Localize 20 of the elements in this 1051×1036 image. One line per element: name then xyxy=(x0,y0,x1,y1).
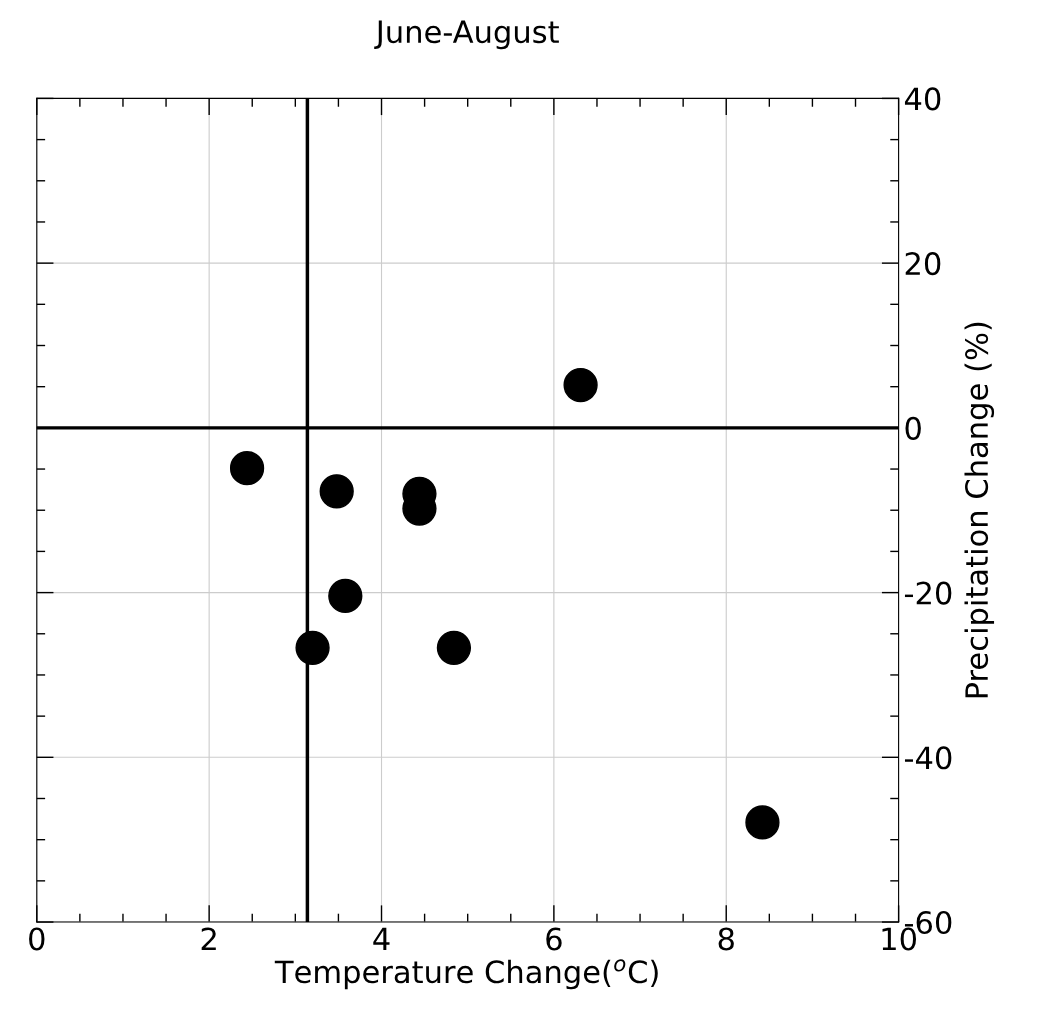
y-tick-label: 20 xyxy=(905,252,941,276)
point xyxy=(328,578,363,614)
x-tick-label: 4 xyxy=(373,927,390,951)
y-tick-label: -40 xyxy=(904,746,952,770)
chart-title: June-August xyxy=(374,20,559,50)
x-axis-title: Temperature Change($^{o}$C) xyxy=(274,959,658,990)
x-tick-label: 8 xyxy=(718,927,734,951)
x-tick-label: 0 xyxy=(29,927,45,951)
point xyxy=(745,805,780,840)
y-tick-label: 40 xyxy=(904,87,941,111)
point xyxy=(295,630,330,665)
point xyxy=(436,630,472,665)
point xyxy=(563,367,598,403)
x-tick-label: 2 xyxy=(201,927,216,951)
y-axis-title: Precipitation Change (%) xyxy=(964,322,995,698)
point xyxy=(319,474,354,509)
y-tick-label: -20 xyxy=(904,581,952,605)
point xyxy=(229,451,265,486)
x-tick-label: 6 xyxy=(546,927,562,951)
y-tick-label: 0 xyxy=(905,416,921,440)
